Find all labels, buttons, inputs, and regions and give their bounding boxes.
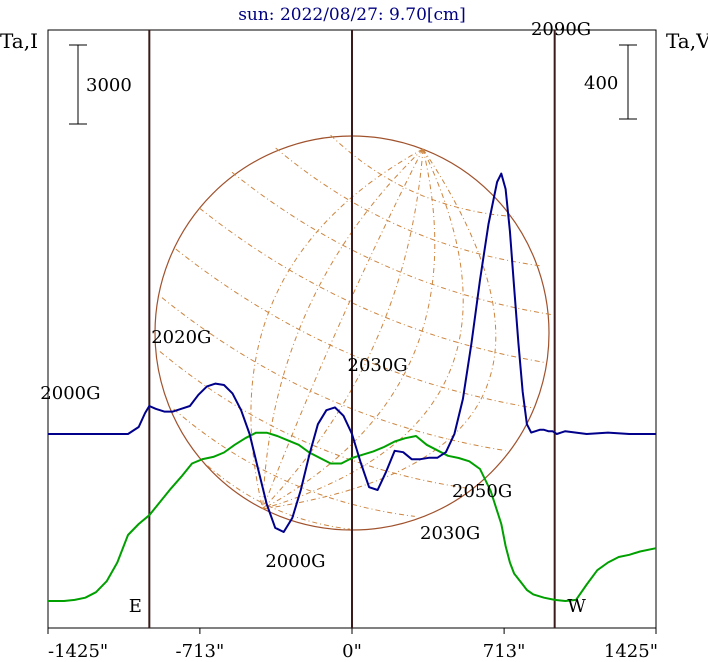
annotation-label: 2030G <box>348 355 408 376</box>
left-axis-label: Ta,I <box>0 29 38 53</box>
x-axis-ticks: -1425" -713" 0" 713" 1425" <box>47 628 658 662</box>
annotation-label: 2090G <box>531 19 591 40</box>
longitude-line <box>262 148 424 510</box>
annotation-label: 2000G <box>265 551 325 572</box>
annotation-label: 2030G <box>420 523 480 544</box>
x-tick-label: 0" <box>342 641 362 662</box>
x-tick-label: 1425" <box>604 641 658 662</box>
right-scale-bar-label: 400 <box>584 73 618 94</box>
longitude-line <box>262 148 497 510</box>
left-scale-bar <box>69 44 87 125</box>
annotation-label: 2000G <box>40 383 100 404</box>
latitude-line <box>330 134 514 218</box>
x-tick-label: 713" <box>483 641 526 662</box>
latitude-line <box>161 297 506 452</box>
latitude-line <box>199 207 547 364</box>
x-tick-label: -713" <box>176 641 225 662</box>
latitude-line <box>275 147 541 267</box>
series-I-line <box>48 172 656 533</box>
left-scale-bar-label: 3000 <box>86 75 132 96</box>
annotation-label: 2020G <box>151 327 211 348</box>
longitude-line <box>262 148 424 509</box>
latitude-line <box>231 171 552 316</box>
right-scale-bar <box>619 44 637 120</box>
longitude-line <box>262 148 436 510</box>
annotation-layer: 2000G 2020G 2030G 2000G 2030G 2050G 2090G <box>40 19 591 572</box>
latitude-line <box>159 351 467 489</box>
right-axis-label: Ta,V <box>666 29 708 53</box>
east-limb-label: E <box>129 596 142 617</box>
west-limb-label: W <box>567 596 586 617</box>
annotation-label: 2050G <box>452 481 512 502</box>
latitude-line <box>173 408 415 517</box>
vertical-lines <box>148 30 556 628</box>
series-layer <box>48 172 657 602</box>
x-tick-label: -1425" <box>48 641 108 662</box>
longitude-line <box>262 148 424 510</box>
series-V-line <box>48 431 657 602</box>
latitude-line <box>175 248 533 409</box>
chart-title: sun: 2022/08/27: 9.70[cm] <box>238 5 466 25</box>
